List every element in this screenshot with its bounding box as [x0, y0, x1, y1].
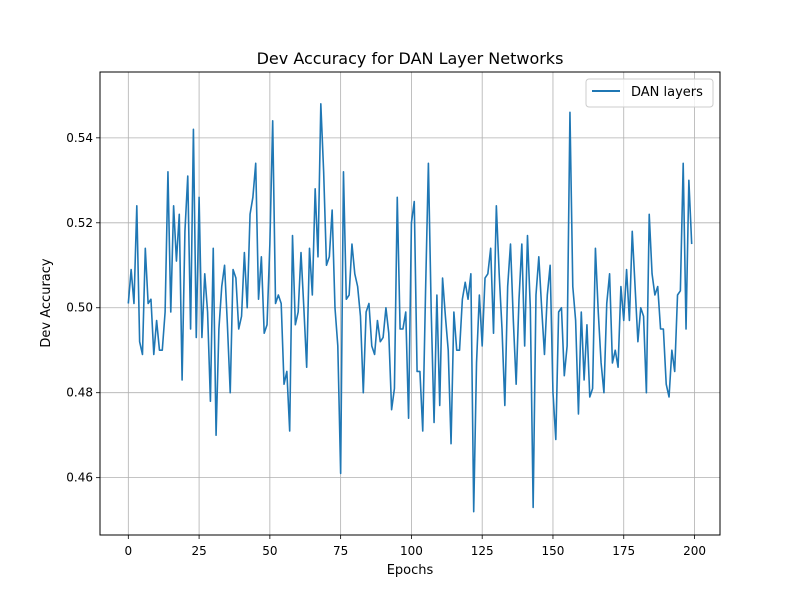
chart-title: Dev Accuracy for DAN Layer Networks — [257, 49, 564, 68]
x-tick-label: 200 — [683, 544, 706, 558]
x-axis-ticks: 0 25 50 75 100 125 150 175 200 — [124, 535, 706, 558]
y-tick-label: 0.48 — [66, 386, 93, 400]
x-tick-label: 175 — [612, 544, 635, 558]
x-tick-label: 0 — [124, 544, 132, 558]
x-tick-label: 125 — [471, 544, 494, 558]
y-tick-label: 0.54 — [66, 131, 93, 145]
y-axis-label: Dev Accuracy — [39, 258, 54, 347]
x-tick-label: 100 — [400, 544, 423, 558]
x-tick-label: 150 — [542, 544, 565, 558]
legend-box — [585, 78, 714, 108]
series-line — [127, 103, 693, 513]
x-tick-label: 75 — [333, 544, 348, 558]
x-axis-label: Epochs — [387, 563, 434, 578]
x-tick-label: 25 — [191, 544, 206, 558]
y-tick-label: 0.46 — [66, 471, 93, 485]
plot-frame — [99, 71, 721, 536]
y-tick-label: 0.50 — [66, 301, 93, 315]
series-layer — [127, 103, 693, 513]
legend: DAN layers — [585, 78, 714, 108]
y-axis-ticks: 0.46 0.48 0.50 0.52 0.54 — [66, 131, 100, 485]
x-tick-label: 50 — [262, 544, 277, 558]
y-tick-label: 0.52 — [66, 216, 93, 230]
legend-label: DAN layers — [631, 85, 703, 100]
